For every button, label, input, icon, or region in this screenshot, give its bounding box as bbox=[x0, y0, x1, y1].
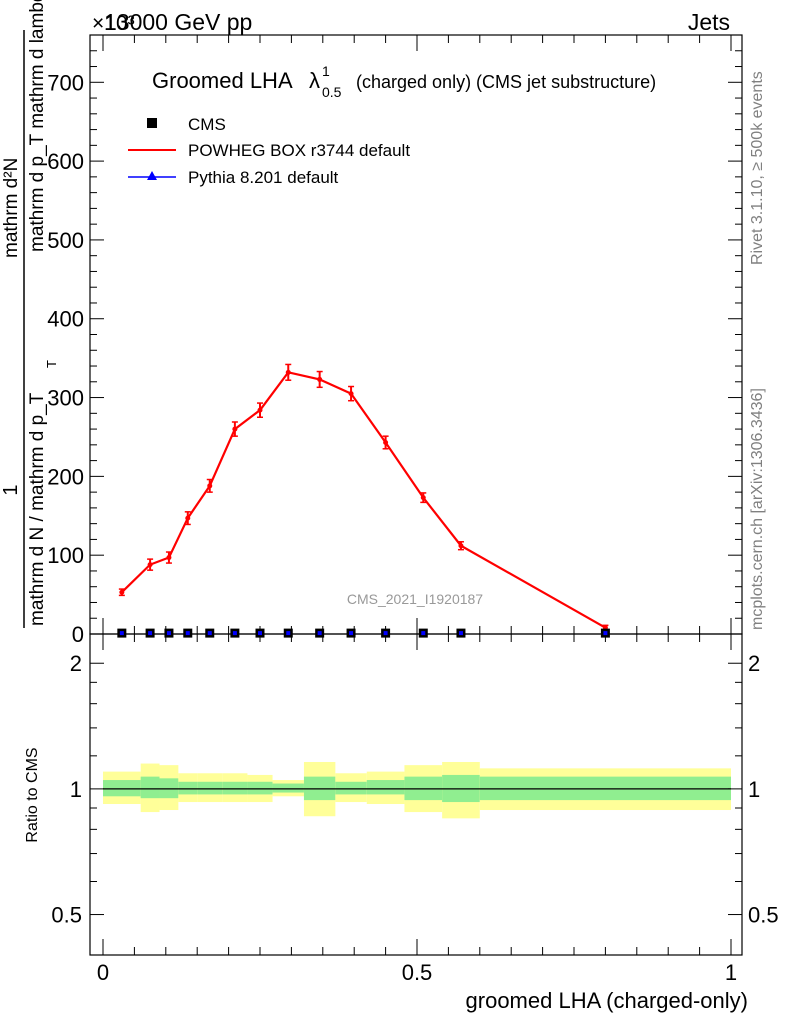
pythia-overlay-point bbox=[458, 631, 463, 636]
ratio-bands bbox=[103, 761, 731, 819]
y-tick-label: 0 bbox=[72, 622, 84, 647]
pythia-overlay-point bbox=[185, 631, 190, 636]
pythia-overlay-point bbox=[317, 631, 322, 636]
ratio-plot-frame bbox=[89, 633, 743, 956]
powheg-line bbox=[121, 371, 606, 629]
pythia-overlay-point bbox=[603, 631, 608, 636]
ratio-y-tick-label-right: 1 bbox=[748, 777, 760, 802]
ratio-band-inner bbox=[222, 781, 248, 795]
powheg-point bbox=[458, 543, 464, 549]
exponent-label: ×10³ bbox=[92, 12, 135, 35]
powheg-point bbox=[317, 376, 323, 382]
x-tick-label: 1 bbox=[725, 960, 737, 985]
powheg-point bbox=[207, 483, 213, 489]
legend: CMS POWHEG BOX r3744 default Pythia 8.20… bbox=[128, 115, 410, 187]
powheg-point bbox=[383, 439, 389, 445]
y-tick-label: 500 bbox=[47, 228, 84, 253]
ylabel-inner-den: mathrm d p_T mathrm d lambda bbox=[27, 0, 48, 252]
powheg-point bbox=[257, 407, 263, 413]
legend-entry-pythia: Pythia 8.201 default bbox=[188, 168, 339, 187]
ratio-band-inner bbox=[178, 781, 198, 795]
ylabel-num: 1 bbox=[0, 484, 22, 495]
ratio-y-tick-label-left: 2 bbox=[70, 651, 82, 676]
energy-label: 13000 GeV pp bbox=[104, 9, 252, 35]
y-axis-label: 1 mathrm d N / mathrm d p_T mathrm d²N m… bbox=[0, 0, 59, 628]
rivet-label: Rivet 3.1.10, ≥ 500k events bbox=[749, 71, 766, 265]
legend-title-sub: 0.5 bbox=[322, 84, 342, 100]
powheg-point bbox=[185, 515, 191, 521]
pythia-overlay-point bbox=[383, 631, 388, 636]
x-tick-label: 0.5 bbox=[402, 960, 433, 985]
ratio-band-inner bbox=[272, 783, 304, 793]
legend-title-main: Groomed LHA bbox=[152, 68, 293, 93]
ratio-ticks: 0.5 0.5 1 1 2 2 0 0.5 1 bbox=[51, 634, 779, 985]
ratio-frame bbox=[89, 633, 743, 956]
legend-entry-cms: CMS bbox=[188, 115, 226, 134]
ratio-y-tick-label-right: 2 bbox=[748, 651, 760, 676]
powheg-point bbox=[348, 391, 354, 397]
ratio-y-label: Ratio to CMS bbox=[24, 747, 41, 842]
ratio-band-inner bbox=[159, 778, 179, 799]
pythia-overlay-point bbox=[421, 631, 426, 636]
legend-title-rest: (charged only) (CMS jet substructure) bbox=[356, 72, 656, 92]
powheg-point bbox=[232, 426, 238, 432]
pythia-overlay-point bbox=[166, 631, 171, 636]
pythia-overlay-point bbox=[258, 631, 262, 636]
ylabel-sub-t: T bbox=[44, 360, 59, 368]
ratio-y-tick-label-left: 1 bbox=[70, 777, 82, 802]
pythia-overlay-point bbox=[119, 631, 124, 636]
legend-title-lambda: λ bbox=[309, 68, 320, 93]
ratio-band-inner bbox=[103, 780, 141, 797]
powheg-point bbox=[285, 369, 291, 375]
y-tick-label: 200 bbox=[47, 464, 84, 489]
y-tick-label: 700 bbox=[47, 70, 84, 95]
y-tick-label: 300 bbox=[47, 386, 84, 411]
y-tick-label: 400 bbox=[47, 307, 84, 332]
ylabel-den: mathrm d N / mathrm d p_T bbox=[27, 392, 48, 626]
powheg-point bbox=[119, 589, 125, 595]
pythia-overlay-point bbox=[286, 631, 291, 636]
ratio-band-inner bbox=[366, 780, 405, 795]
y-tick-label: 600 bbox=[47, 149, 84, 174]
legend-cms-marker bbox=[147, 118, 157, 128]
powheg-point bbox=[166, 555, 172, 561]
series-cms bbox=[117, 628, 610, 638]
ratio-band-inner bbox=[197, 781, 223, 795]
y-tick-label: 100 bbox=[47, 543, 84, 568]
ratio-band-inner bbox=[140, 776, 160, 799]
ratio-y-tick-label-right: 0.5 bbox=[748, 903, 779, 928]
ratio-band-inner bbox=[247, 781, 273, 795]
mcplots-label: mcplots.cern.ch [arXiv:1306.3436] bbox=[749, 388, 766, 630]
pythia-overlay-point bbox=[207, 631, 212, 636]
x-tick-label: 0 bbox=[97, 960, 109, 985]
legend-title-sup: 1 bbox=[322, 63, 330, 79]
x-axis-label: groomed LHA (charged-only) bbox=[466, 988, 748, 1013]
legend-entry-powheg: POWHEG BOX r3744 default bbox=[188, 141, 410, 160]
ylabel-inner-num: mathrm d²N bbox=[1, 158, 22, 258]
legend-pythia-marker bbox=[147, 171, 157, 180]
category-label: Jets bbox=[688, 9, 730, 35]
pythia-overlay-point bbox=[148, 631, 153, 636]
ratio-y-tick-label-left: 0.5 bbox=[51, 903, 82, 928]
pythia-overlay-point bbox=[232, 631, 237, 636]
powheg-point bbox=[147, 562, 153, 568]
analysis-watermark: CMS_2021_I1920187 bbox=[347, 591, 483, 607]
powheg-point bbox=[420, 495, 426, 501]
pythia-overlay-point bbox=[349, 631, 354, 636]
ratio-band-inner bbox=[335, 781, 367, 795]
